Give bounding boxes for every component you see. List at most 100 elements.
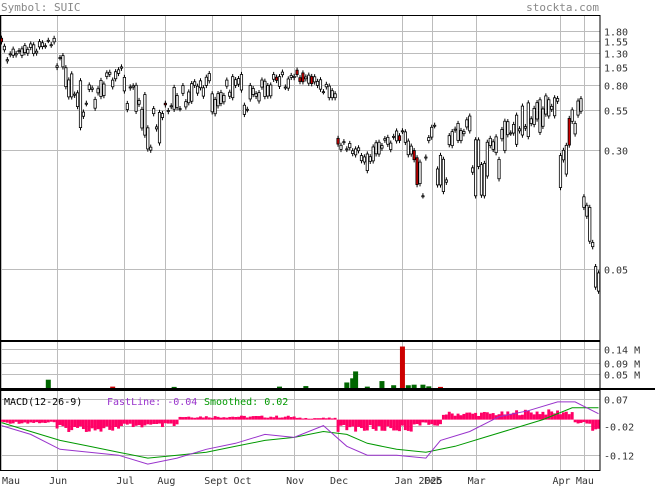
macd-histogram-bar (175, 419, 179, 425)
up-candle (172, 87, 176, 110)
up-candle (190, 83, 194, 102)
up-candle (579, 98, 583, 112)
up-candle (421, 195, 425, 198)
macd-histogram-bar (234, 417, 238, 420)
up-candle (155, 126, 159, 130)
volume-bar (426, 386, 432, 388)
up-candle (35, 50, 39, 54)
macd-histogram-bar (371, 419, 375, 430)
up-candle (509, 132, 513, 135)
macd-histogram-bar (541, 411, 545, 420)
site-watermark: stockta.com (526, 1, 599, 14)
macd-histogram-bar (327, 417, 331, 420)
up-candle (37, 41, 42, 48)
macd-histogram-bar (46, 419, 50, 423)
macd-histogram-bar (242, 415, 246, 420)
up-candle (283, 86, 287, 89)
macd-histogram-bar (462, 413, 466, 420)
up-candle (29, 43, 33, 48)
macd-histogram-bar (26, 419, 30, 424)
macd-histogram-bar (518, 415, 521, 420)
macd-histogram-bar (544, 414, 548, 420)
up-candle (497, 159, 501, 180)
macd-histogram-bar (477, 415, 480, 420)
up-candle (248, 85, 252, 100)
macd-histogram-bar (538, 414, 542, 420)
up-candle (430, 126, 434, 138)
macd-histogram-bar (272, 417, 276, 420)
macd-histogram-bar (295, 417, 299, 420)
up-candle (32, 44, 36, 54)
up-candle (216, 93, 220, 107)
up-candle (169, 105, 173, 108)
up-candle (78, 80, 83, 129)
up-candle (5, 59, 9, 62)
up-candle (193, 81, 197, 86)
up-candle (131, 85, 135, 88)
up-candle (149, 146, 153, 151)
up-candle (564, 144, 568, 175)
up-candle (544, 95, 548, 115)
up-candle (465, 119, 469, 128)
up-candle (116, 69, 121, 74)
macd-histogram-bar (339, 419, 343, 426)
up-candle (134, 84, 138, 112)
volume-bar (350, 378, 356, 388)
up-candle (330, 90, 334, 99)
macd-histogram-bar (160, 419, 164, 428)
macd-histogram-bar (254, 416, 258, 420)
up-candle (526, 102, 530, 138)
macd-histogram-bar (93, 419, 97, 431)
macd-histogram-bar (237, 416, 240, 420)
price-tick-label: 1.05 (604, 64, 628, 75)
macd-histogram-bar (99, 419, 103, 432)
up-candle (450, 131, 454, 146)
macd-histogram-bar (199, 416, 202, 420)
macd-histogram-bar (400, 419, 404, 426)
macd-histogram-bar (286, 415, 290, 420)
x-tick-label: Oct (233, 476, 251, 486)
volume-bar (411, 384, 417, 388)
up-candle (219, 92, 223, 104)
up-candle (207, 73, 211, 82)
macd-histogram-bar (582, 419, 586, 423)
up-candle (114, 71, 118, 80)
macd-histogram-bar (515, 410, 519, 420)
macd-histogram-bar (389, 419, 393, 429)
up-candle (342, 141, 346, 144)
macd-histogram-bar (512, 412, 516, 420)
macd-histogram-bar (482, 411, 486, 420)
macd-histogram-bar (240, 415, 243, 420)
macd-histogram-bar (535, 411, 539, 420)
macd-histogram-bar (342, 419, 346, 425)
macd-histogram-bar (278, 417, 281, 420)
macd-fast-line (1, 401, 599, 465)
up-candle (231, 76, 235, 99)
macd-histogram-bar (488, 413, 492, 420)
up-candle (304, 76, 308, 80)
up-candle (447, 135, 451, 146)
macd-histogram-bar (213, 416, 217, 420)
macd-histogram-bar (439, 419, 442, 425)
macd-histogram-bar (567, 414, 571, 420)
up-candle (222, 95, 226, 103)
x-tick-label: Feb (424, 476, 442, 486)
up-candle (213, 99, 217, 115)
volume-bar (303, 386, 309, 388)
macd-histogram-bar (444, 414, 448, 420)
macd-histogram-bar (324, 418, 328, 420)
up-candle (266, 85, 270, 97)
macd-histogram-bar (134, 419, 138, 426)
price-tick-label: 0.05 (604, 266, 628, 277)
macd-histogram-bar (526, 410, 530, 420)
down-candle (310, 76, 314, 85)
up-candle (351, 150, 355, 154)
macd-histogram-bar (207, 417, 211, 420)
macd-histogram-bar (561, 412, 565, 420)
macd-histogram-bar (43, 419, 47, 423)
macd-histogram-bar (108, 419, 112, 430)
macd-histogram-bar (35, 419, 39, 423)
macd-histogram-bar (471, 413, 475, 420)
macd-histogram-bar (354, 419, 358, 432)
